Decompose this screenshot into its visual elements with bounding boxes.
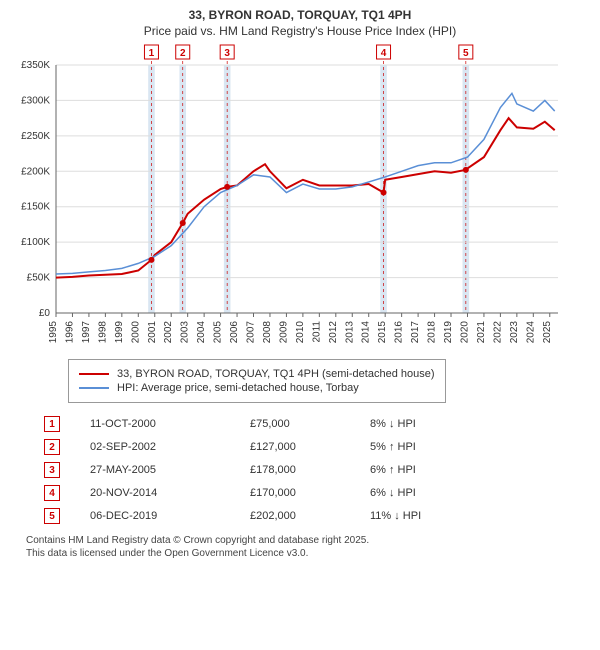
svg-text:2018: 2018 — [427, 321, 438, 344]
svg-text:2023: 2023 — [509, 321, 520, 344]
svg-text:2012: 2012 — [328, 321, 339, 344]
chart-container: 33, BYRON ROAD, TORQUAY, TQ1 4PH Price p… — [0, 0, 600, 650]
chart-area: 1 2 3 4 5 £0 £50K £100K £150K £200K £250K £300K £350… — [8, 43, 592, 353]
row-diff: 6% ↓ HPI — [370, 487, 470, 499]
row-price: £170,000 — [250, 487, 370, 499]
row-price: £178,000 — [250, 464, 370, 476]
svg-text:2001: 2001 — [147, 321, 158, 344]
svg-text:3: 3 — [224, 48, 230, 59]
svg-text:1998: 1998 — [97, 321, 108, 344]
row-marker: 3 — [44, 462, 60, 478]
table-row: 2 02-SEP-2002 £127,000 5% ↑ HPI — [44, 439, 592, 455]
svg-text:2008: 2008 — [262, 321, 273, 344]
row-marker: 5 — [44, 508, 60, 524]
table-row: 3 27-MAY-2005 £178,000 6% ↑ HPI — [44, 462, 592, 478]
sales-table: 1 11-OCT-2000 £75,000 8% ↓ HPI 2 02-SEP-2… — [44, 416, 592, 524]
svg-text:2004: 2004 — [196, 321, 207, 344]
svg-text:2006: 2006 — [229, 321, 240, 344]
table-row: 1 11-OCT-2000 £75,000 8% ↓ HPI — [44, 416, 592, 432]
row-price: £127,000 — [250, 441, 370, 453]
legend-box: 33, BYRON ROAD, TORQUAY, TQ1 4PH (semi-d… — [68, 359, 446, 403]
title-subtitle: Price paid vs. HM Land Registry's House … — [144, 24, 456, 38]
svg-text:5: 5 — [463, 48, 469, 59]
footer-text: Contains HM Land Registry data © Crown c… — [26, 534, 574, 560]
row-date: 11-OCT-2000 — [90, 418, 250, 430]
legend-label-blue: HPI: Average price, semi-detached house,… — [117, 382, 359, 394]
svg-text:£250K: £250K — [21, 131, 50, 142]
svg-text:2021: 2021 — [476, 321, 487, 344]
row-date: 02-SEP-2002 — [90, 441, 250, 453]
legend-row-blue: HPI: Average price, semi-detached house,… — [79, 382, 435, 394]
svg-text:£50K: £50K — [27, 273, 51, 284]
svg-text:£150K: £150K — [21, 202, 50, 213]
row-diff: 11% ↓ HPI — [370, 510, 470, 522]
row-marker: 1 — [44, 416, 60, 432]
svg-text:2022: 2022 — [492, 321, 503, 344]
legend-swatch-blue — [79, 387, 109, 389]
svg-text:£350K: £350K — [21, 60, 50, 71]
svg-text:1996: 1996 — [64, 321, 75, 344]
svg-text:4: 4 — [381, 48, 387, 59]
svg-text:1995: 1995 — [48, 321, 59, 344]
svg-text:2005: 2005 — [213, 321, 224, 344]
svg-text:2017: 2017 — [410, 321, 421, 344]
svg-text:£100K: £100K — [21, 237, 50, 248]
svg-text:2025: 2025 — [542, 321, 553, 344]
svg-text:£300K: £300K — [21, 96, 50, 107]
svg-text:2002: 2002 — [163, 321, 174, 344]
row-date: 06-DEC-2019 — [90, 510, 250, 522]
svg-text:1999: 1999 — [114, 321, 125, 344]
row-diff: 6% ↑ HPI — [370, 464, 470, 476]
row-diff: 5% ↑ HPI — [370, 441, 470, 453]
svg-text:2020: 2020 — [459, 321, 470, 344]
svg-text:2024: 2024 — [525, 321, 536, 344]
svg-text:2000: 2000 — [130, 321, 141, 344]
legend-swatch-red — [79, 373, 109, 375]
svg-text:2013: 2013 — [344, 321, 355, 344]
svg-text:£200K: £200K — [21, 166, 50, 177]
row-price: £202,000 — [250, 510, 370, 522]
legend-row-red: 33, BYRON ROAD, TORQUAY, TQ1 4PH (semi-d… — [79, 368, 435, 380]
row-price: £75,000 — [250, 418, 370, 430]
svg-text:2011: 2011 — [311, 321, 322, 343]
row-marker: 2 — [44, 439, 60, 455]
svg-text:£0: £0 — [39, 308, 51, 319]
table-row: 4 20-NOV-2014 £170,000 6% ↓ HPI — [44, 485, 592, 501]
row-date: 20-NOV-2014 — [90, 487, 250, 499]
legend-label-red: 33, BYRON ROAD, TORQUAY, TQ1 4PH (semi-d… — [117, 368, 435, 380]
svg-text:2016: 2016 — [394, 321, 405, 344]
svg-text:2015: 2015 — [377, 321, 388, 344]
row-marker: 4 — [44, 485, 60, 501]
svg-text:2014: 2014 — [361, 321, 372, 344]
svg-text:2009: 2009 — [278, 321, 289, 344]
title-address: 33, BYRON ROAD, TORQUAY, TQ1 4PH — [8, 8, 592, 24]
svg-text:2007: 2007 — [246, 321, 257, 344]
row-diff: 8% ↓ HPI — [370, 418, 470, 430]
svg-text:1997: 1997 — [81, 321, 92, 344]
footer-line2: This data is licensed under the Open Gov… — [26, 548, 308, 559]
svg-text:2: 2 — [180, 48, 186, 59]
line-chart-svg: 1 2 3 4 5 £0 £50K £100K £150K £200K £250K £300K £350… — [8, 43, 568, 353]
row-date: 27-MAY-2005 — [90, 464, 250, 476]
svg-text:2003: 2003 — [180, 321, 191, 344]
svg-text:2010: 2010 — [295, 321, 306, 344]
table-row: 5 06-DEC-2019 £202,000 11% ↓ HPI — [44, 508, 592, 524]
chart-title: 33, BYRON ROAD, TORQUAY, TQ1 4PH Price p… — [8, 8, 592, 39]
footer-line1: Contains HM Land Registry data © Crown c… — [26, 535, 369, 546]
svg-text:2019: 2019 — [443, 321, 454, 344]
svg-text:1: 1 — [149, 48, 155, 59]
